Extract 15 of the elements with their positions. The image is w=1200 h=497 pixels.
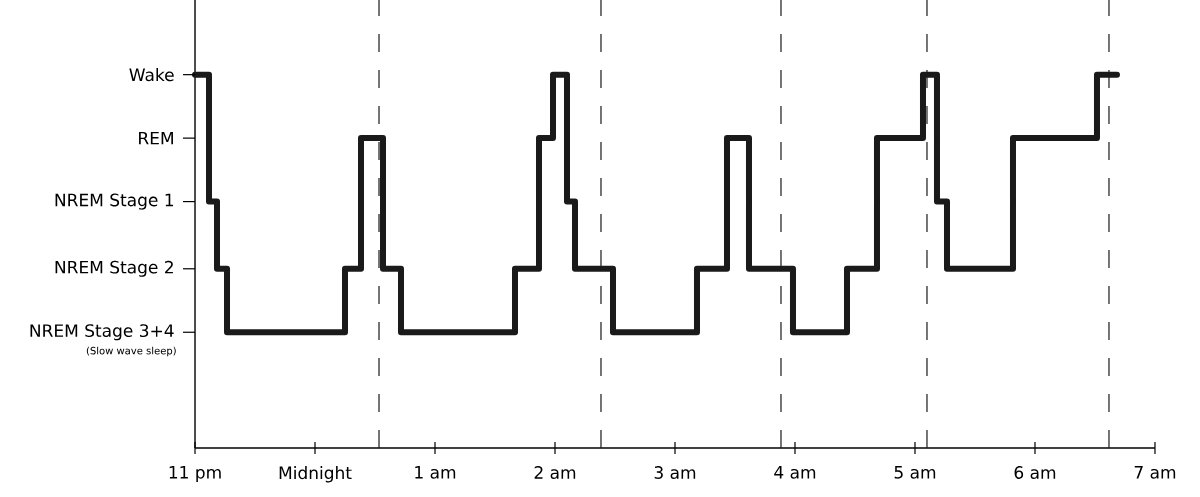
- x-tick-label: 1 am: [415, 466, 456, 479]
- text: REM: [139, 131, 173, 145]
- x-tick-label: 6 am: [1014, 466, 1056, 479]
- x-tick-label: Midnight: [279, 466, 352, 483]
- x-tick-label: 4 am: [774, 466, 816, 479]
- x-tick-label: 5 am: [894, 466, 936, 479]
- text: Wake: [129, 68, 174, 82]
- text: (Slow wave sleep): [86, 346, 176, 357]
- x-tick-label: 7 am: [1134, 466, 1176, 479]
- text: NREM Stage 2: [55, 260, 173, 277]
- text: NREM Stage 1: [55, 193, 174, 210]
- x-tick-label: 2 am: [534, 466, 576, 479]
- x-tick-label: 11 pm: [169, 466, 221, 482]
- text: NREM Stage 3+4: [30, 324, 174, 341]
- x-tick-label: 3 am: [654, 466, 696, 479]
